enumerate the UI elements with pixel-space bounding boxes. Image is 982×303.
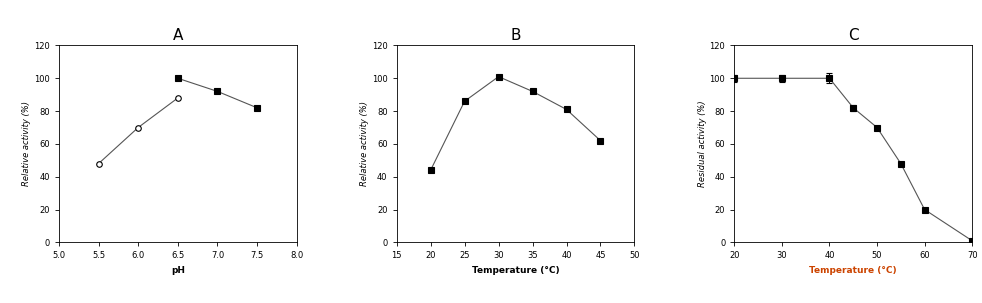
Y-axis label: Residual activity (%): Residual activity (%) bbox=[698, 101, 707, 187]
X-axis label: pH: pH bbox=[171, 266, 185, 275]
X-axis label: Temperature (°C): Temperature (°C) bbox=[471, 266, 560, 275]
Title: C: C bbox=[847, 28, 858, 43]
Title: A: A bbox=[173, 28, 183, 43]
X-axis label: Temperature (°C): Temperature (°C) bbox=[809, 266, 898, 275]
Y-axis label: Relative activity (%): Relative activity (%) bbox=[360, 102, 369, 186]
Title: B: B bbox=[511, 28, 520, 43]
Y-axis label: Relative activity (%): Relative activity (%) bbox=[23, 102, 31, 186]
